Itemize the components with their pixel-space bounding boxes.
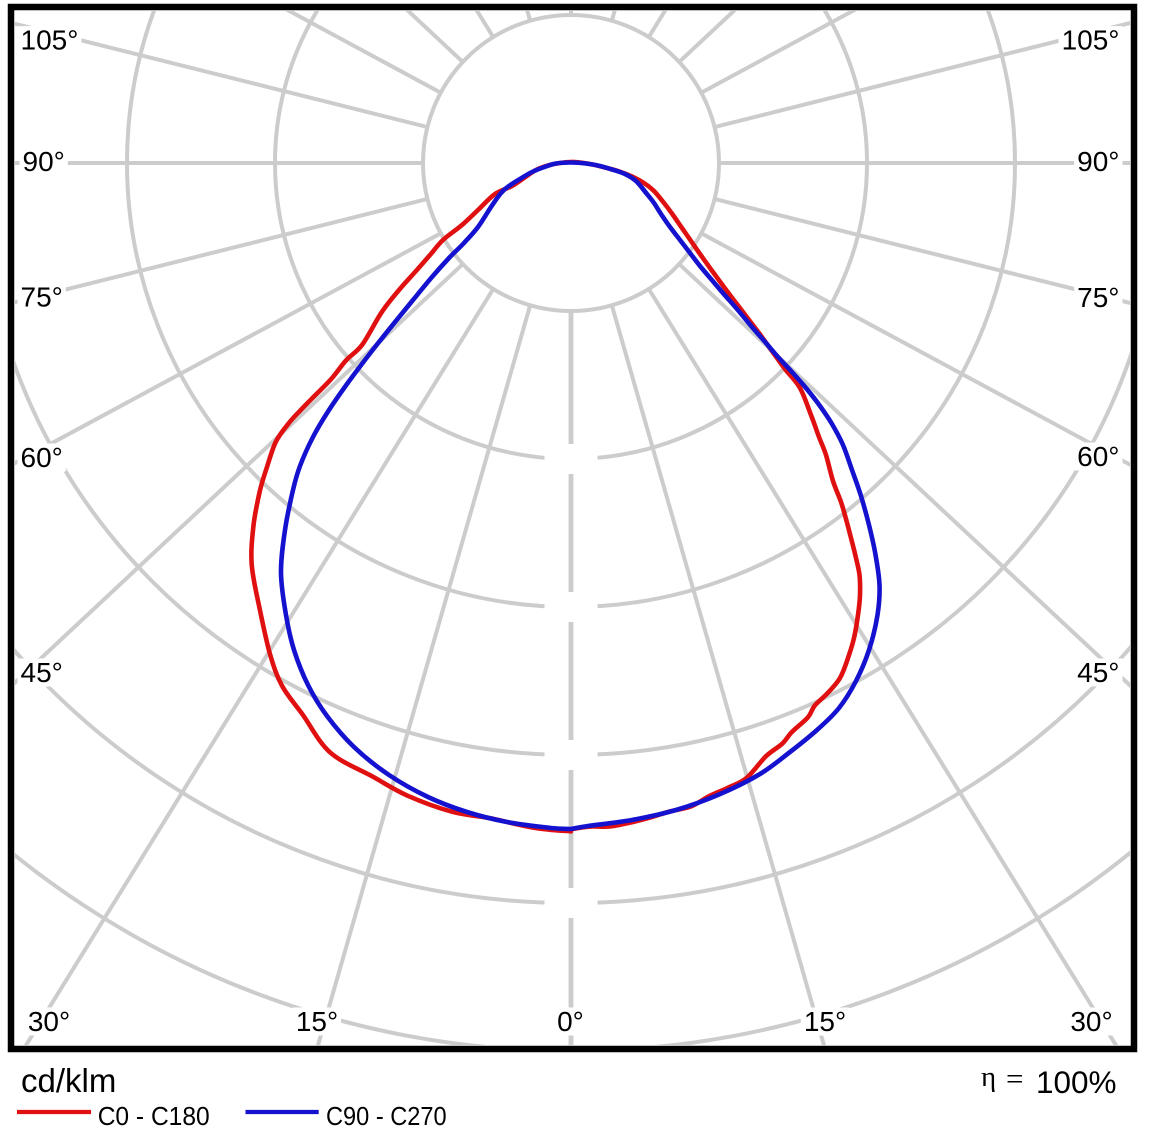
svg-text:45°: 45° bbox=[21, 657, 63, 688]
svg-text:0°: 0° bbox=[557, 1006, 584, 1037]
svg-text:60°: 60° bbox=[1077, 441, 1119, 472]
svg-text:100%: 100% bbox=[1036, 1064, 1117, 1100]
svg-text:105°: 105° bbox=[21, 25, 79, 56]
svg-text:45°: 45° bbox=[1077, 657, 1119, 688]
svg-text:30°: 30° bbox=[1070, 1006, 1112, 1037]
svg-text:90°: 90° bbox=[1077, 146, 1119, 177]
svg-text:75°: 75° bbox=[1077, 282, 1119, 313]
svg-text:75°: 75° bbox=[21, 282, 63, 313]
svg-text:C90 - C270: C90 - C270 bbox=[326, 1103, 447, 1131]
svg-text:cd/klm: cd/klm bbox=[21, 1062, 116, 1099]
svg-text:60°: 60° bbox=[21, 442, 63, 473]
svg-text:η: η bbox=[981, 1061, 996, 1093]
svg-text:=: = bbox=[1006, 1061, 1023, 1096]
svg-text:15°: 15° bbox=[296, 1006, 338, 1037]
svg-text:30°: 30° bbox=[28, 1006, 70, 1037]
svg-text:C0 - C180: C0 - C180 bbox=[98, 1103, 210, 1131]
svg-text:105°: 105° bbox=[1062, 25, 1120, 56]
svg-text:15°: 15° bbox=[804, 1006, 846, 1037]
svg-text:90°: 90° bbox=[23, 146, 65, 177]
